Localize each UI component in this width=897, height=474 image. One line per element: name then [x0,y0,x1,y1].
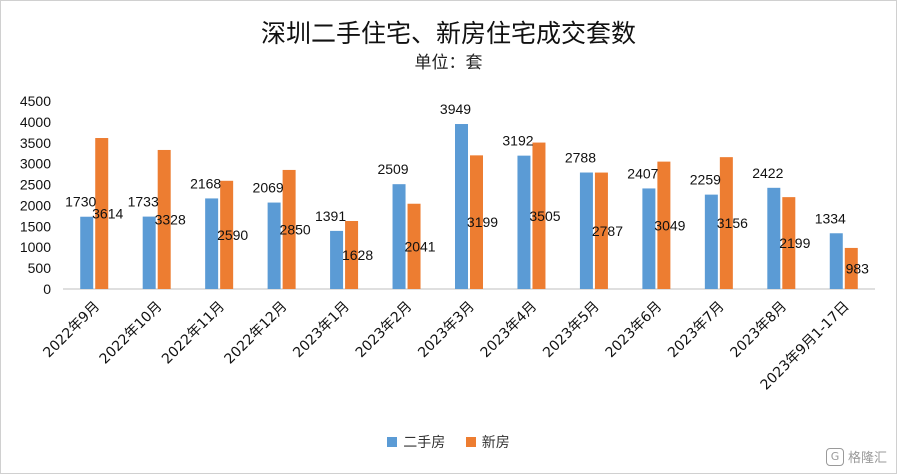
bar-new [282,169,296,289]
bar-secondhand [455,124,468,289]
x-tick-label: 2023年8月 [728,299,791,362]
y-tick-label: 1500 [20,218,51,234]
data-label-secondhand: 1733 [128,194,159,210]
data-label-secondhand: 2407 [627,165,658,181]
data-label-secondhand: 2168 [190,175,221,191]
data-label-secondhand: 2422 [752,165,783,181]
bar-secondhand [704,194,718,289]
data-label-new: 3049 [654,217,685,233]
watermark: G 格隆汇 [825,447,887,466]
bar-secondhand [267,202,281,289]
data-label-secondhand: 2069 [253,180,284,196]
bar-new [532,142,546,289]
data-label-secondhand: 1730 [65,194,96,210]
legend-item-new: 新房 [465,432,510,452]
x-tick-label: 2023年1月 [290,299,353,362]
data-label-new: 3328 [155,211,186,227]
bar-new [594,172,608,289]
x-tick-label: 2023年6月 [603,299,666,362]
x-tick-label: 2022年11月 [159,299,228,368]
bar-new [719,157,733,289]
bar-secondhand [80,216,94,289]
bar-new [844,247,858,289]
data-label-new: 3199 [467,214,498,230]
chart-subtitle: 单位：套 [414,53,483,73]
data-label-secondhand: 3192 [502,133,533,149]
data-label-secondhand: 1391 [315,208,346,224]
y-tick-label: 0 [43,281,51,297]
x-tick-label: 2022年9月 [40,299,103,362]
x-tick-label: 2023年2月 [353,299,416,362]
bar-new [345,220,359,289]
data-label-secondhand: 3949 [440,101,471,117]
y-tick-label: 3500 [20,135,51,151]
bar-secondhand [642,188,656,289]
x-tick-label: 2022年12月 [222,299,291,368]
x-tick-label: 2023年4月 [478,299,541,362]
data-label-new: 2199 [779,235,810,251]
y-tick-label: 500 [28,260,52,276]
data-label-new: 3156 [717,215,748,231]
legend-swatch-secondhand [387,437,398,447]
data-label-new: 983 [846,260,870,276]
bar-new [95,138,109,289]
x-tick-label: 2023年5月 [540,299,603,362]
bar-secondhand [767,187,781,289]
data-label-secondhand: 2509 [377,161,408,177]
x-tick-label: 2023年7月 [665,299,728,362]
watermark-text: 格隆汇 [847,451,887,466]
bar-new [470,155,483,289]
y-tick-label: 3000 [20,156,51,172]
bar-secondhand [517,155,531,289]
chart-title: 深圳二手住宅、新房住宅成交套数 [260,19,636,48]
data-label-new: 1628 [342,247,373,263]
data-label-new: 2787 [592,223,623,239]
bar-secondhand [392,184,406,289]
legend-label-new: 新房 [481,435,510,451]
bar-secondhand [205,198,219,289]
y-tick-label: 2000 [20,197,51,213]
legend-swatch-new [465,437,476,447]
legend-item-secondhand: 二手房 [387,432,445,452]
legend: 二手房 新房 [0,432,897,452]
bar-new [657,161,671,289]
bar-new [157,149,171,289]
x-tick-label: 2023年3月 [415,299,478,362]
data-label-new: 3505 [529,208,560,224]
data-label-secondhand: 1334 [815,210,846,226]
legend-label-secondhand: 二手房 [403,435,446,451]
watermark-logo-icon: G [825,447,844,466]
bar-secondhand [829,233,843,289]
x-tick-label: 2022年10月 [97,299,166,368]
data-label-secondhand: 2259 [690,172,721,188]
y-tick-label: 4500 [20,93,51,109]
y-tick-label: 2500 [20,177,51,193]
bar-new [782,197,796,289]
bar-new [407,203,421,289]
bar-secondhand [142,216,156,289]
y-tick-label: 1000 [20,239,51,255]
bar-secondhand [579,172,593,289]
data-label-new: 3614 [92,206,123,222]
data-label-secondhand: 2788 [565,150,596,166]
bar-new [220,180,234,289]
data-label-new: 2041 [404,238,435,254]
data-label-new: 2850 [280,221,311,237]
y-tick-label: 4000 [20,114,51,130]
data-label-new: 2590 [217,227,248,243]
bar-secondhand [330,230,344,289]
